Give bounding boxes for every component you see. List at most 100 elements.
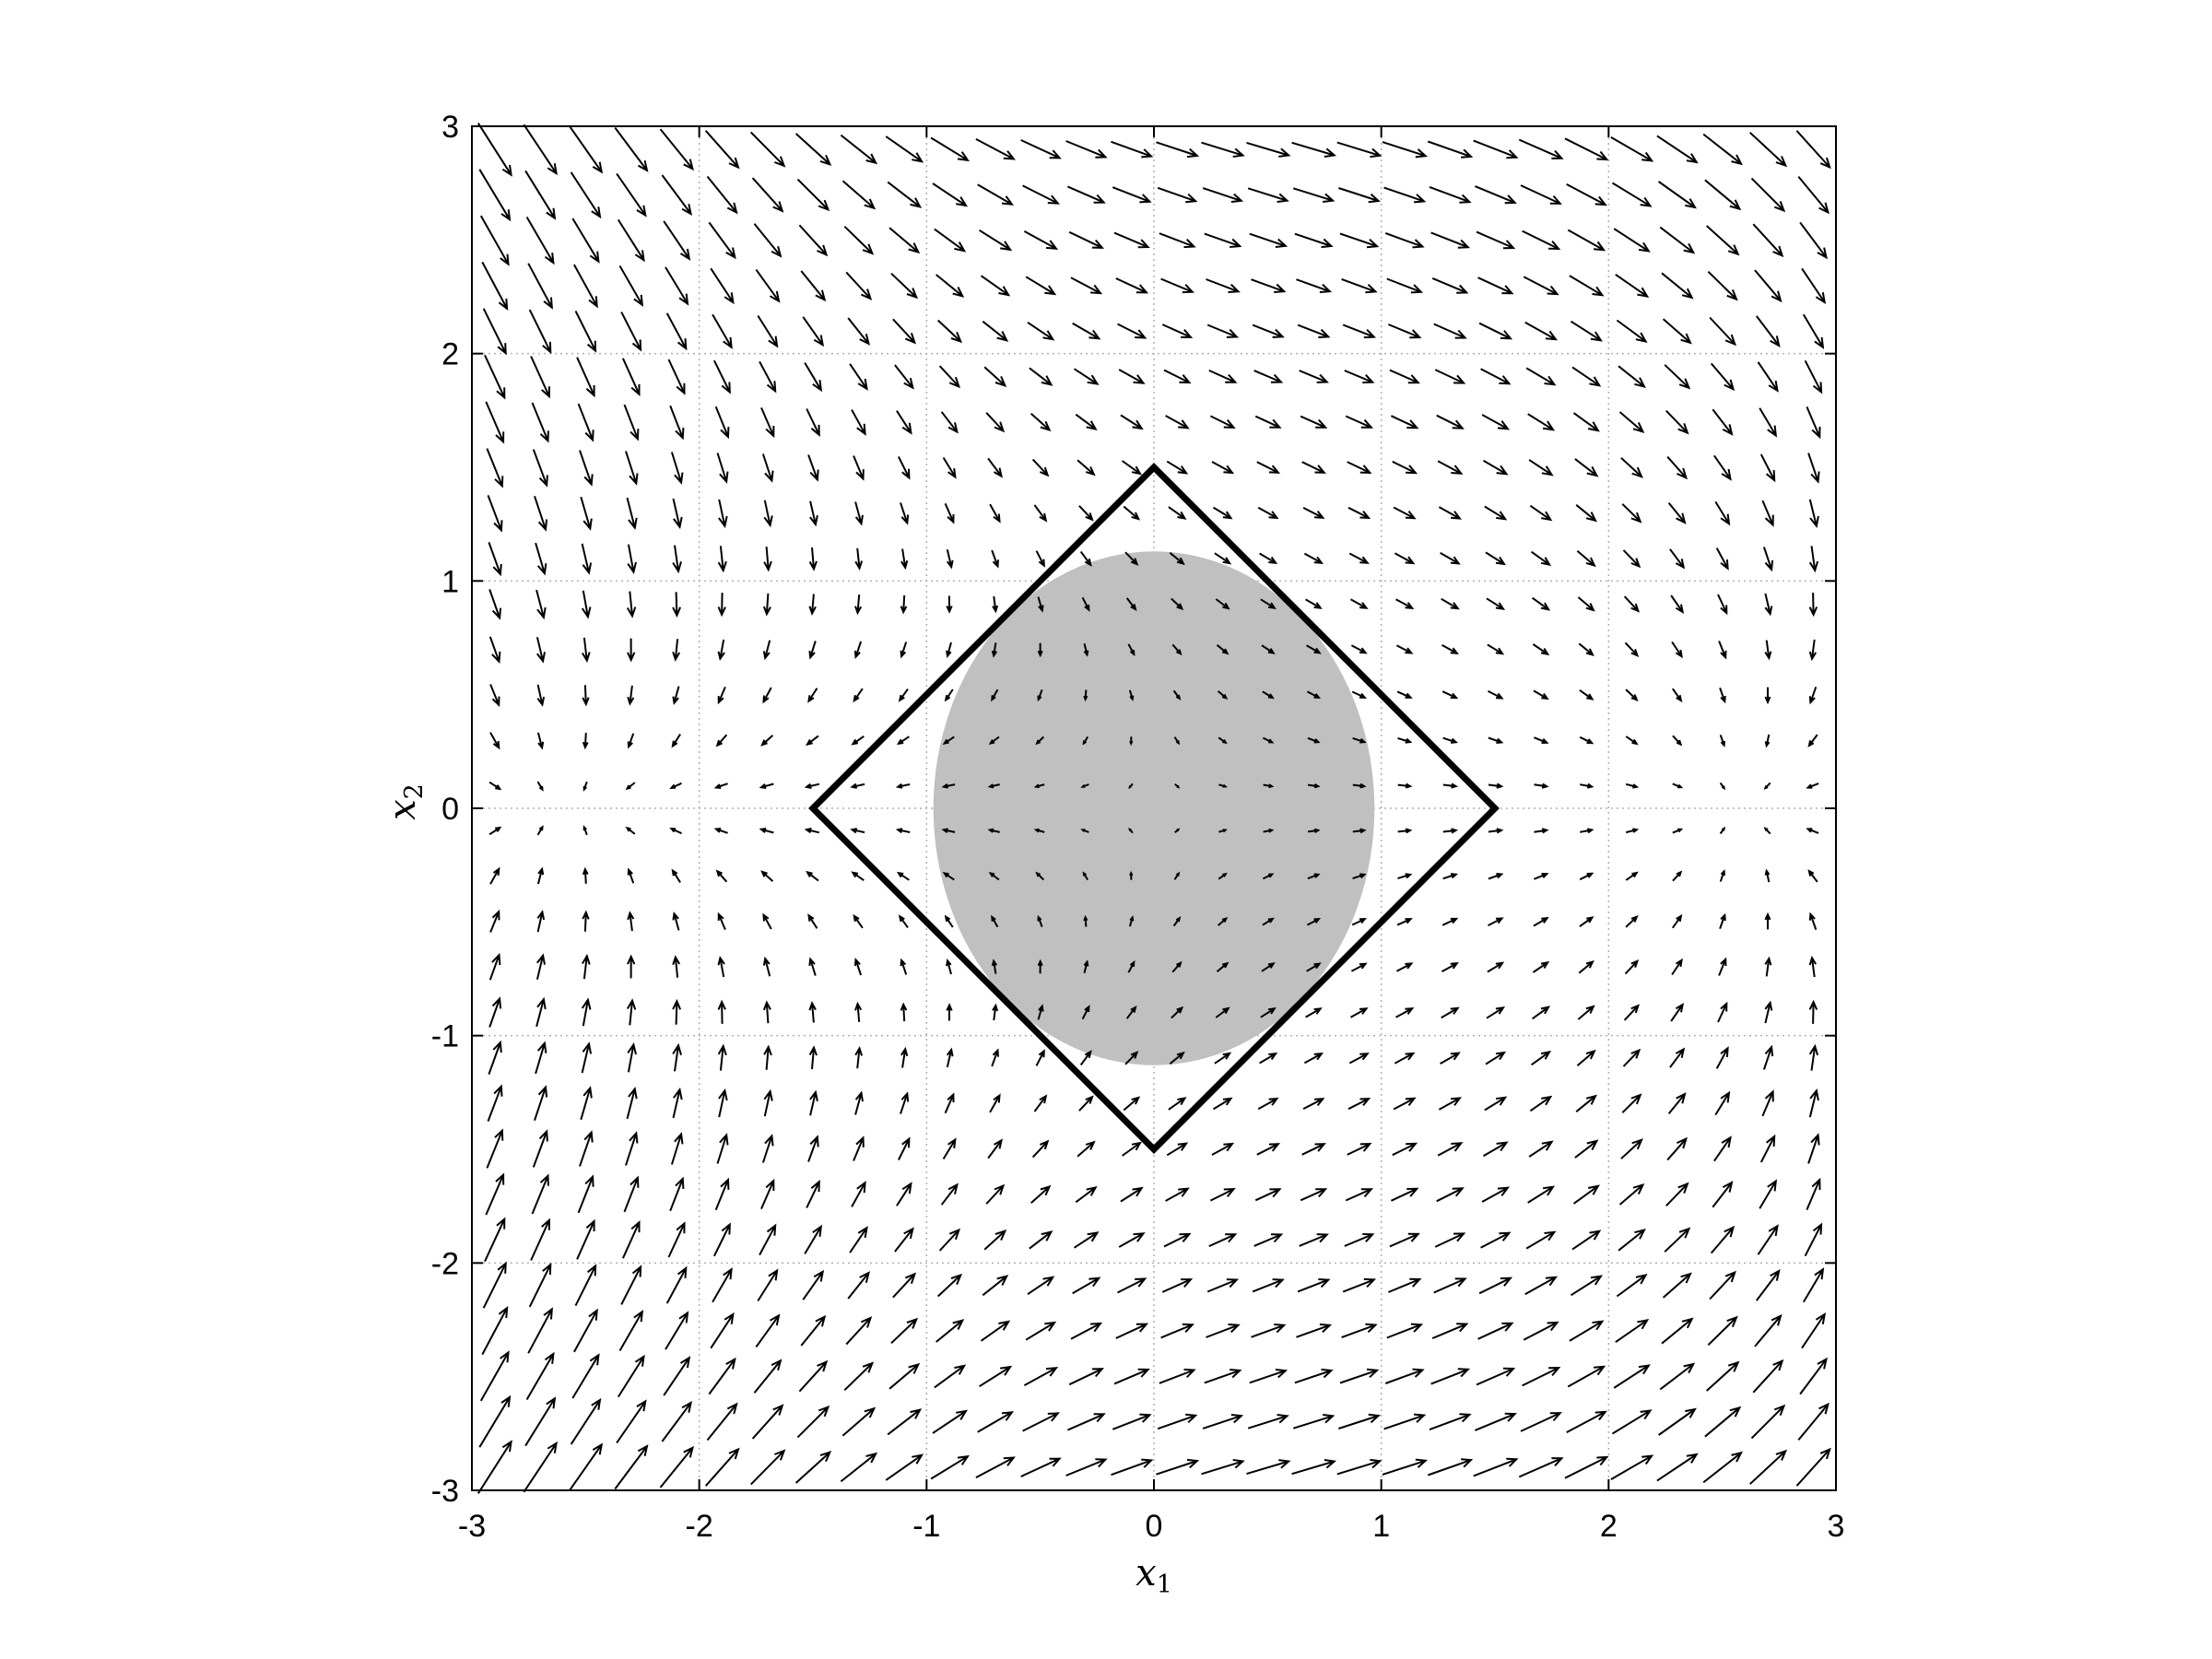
vector-arrow-143 [669,405,685,441]
vector-arrow-832 [1713,454,1732,481]
vector-arrow-384 [1029,367,1053,386]
vector-arrow-591 [1347,506,1371,519]
vector-arrow-603 [1386,1323,1424,1339]
vector-arrow-767 [1625,688,1639,701]
vector-arrow-371 [1037,959,1043,974]
vector-arrow-144 [667,359,686,395]
vector-arrow-265 [847,317,871,346]
vector-arrow-217 [807,1135,819,1162]
vector-arrow-778 [1611,182,1653,207]
vector-arrow-19 [488,589,502,620]
vector-arrow-757 [1620,1138,1643,1159]
vector-arrow-314 [941,828,956,834]
vector-arrow-4 [482,1261,507,1309]
axis-ticks: -3 -2 -1 0 1 2 3 -3 -2 -1 0 1 2 3 [431,110,1845,1544]
vector-arrow-496 [1218,736,1228,745]
vector-arrow-369 [1035,1049,1045,1066]
vector-arrow-840 [1749,1449,1788,1485]
vector-arrow-352 [987,457,1003,478]
vector-arrow-43 [536,866,545,885]
vector-arrow-628 [1383,186,1427,204]
vector-arrow-805 [1662,318,1692,345]
vector-arrow-136 [671,734,681,748]
vector-arrow-634 [1433,1277,1467,1294]
vector-arrow-565 [1297,324,1331,338]
vector-arrow-581 [1350,962,1368,972]
vector-arrow-444 [1118,369,1146,384]
vector-arrow-569 [1291,141,1337,158]
vector-arrow-397 [1077,1140,1096,1158]
vector-arrow-367 [1031,1139,1050,1159]
vector-arrow-872 [1799,1357,1828,1395]
x-axis-label: x1 [1135,1552,1172,1599]
vector-arrow-532 [1256,461,1281,474]
vector-arrow-32 [525,1351,555,1401]
vector-arrow-47 [536,684,546,707]
vector-arrow-123 [665,1311,689,1350]
vector-arrow-737 [1579,688,1594,700]
vector-arrow-228 [808,641,817,660]
vector-arrow-893 [1806,406,1821,440]
vector-arrow-474 [1163,369,1192,384]
vector-arrow-786 [1665,1182,1689,1206]
vector-arrow-151 [706,1402,738,1441]
vector-arrow-402 [1083,914,1088,927]
vector-arrow-273 [890,1317,919,1345]
vector-arrow-473 [1165,415,1190,429]
vector-arrow-338 [989,1093,1001,1113]
vector-arrow-500 [1214,552,1232,565]
vector-arrow-506 [1206,278,1241,293]
vector-arrow-449 [1111,140,1154,159]
vector-arrow-280 [900,1002,908,1022]
vector-arrow-269 [840,134,878,165]
vector-arrow-855 [1763,782,1771,790]
vector-arrow-655 [1433,323,1467,339]
vector-arrow-423 [1115,1323,1149,1339]
vector-arrow-830 [1715,547,1729,571]
vector-arrow-641 [1441,962,1459,972]
vector-arrow-42 [536,910,546,933]
vector-arrow-139 [672,592,682,618]
vector-arrow-657 [1430,231,1471,249]
vector-arrow-708 [1532,643,1550,656]
vector-arrow-881 [1808,955,1818,978]
vector-arrow-319 [946,595,953,614]
vector-arrow-675 [1488,782,1504,789]
vector-arrow-343 [988,872,1000,881]
vector-arrow-128 [672,1087,683,1119]
vector-arrow-504 [1208,369,1238,383]
vector-arrow-122 [663,1356,691,1396]
vector-arrow-373 [1035,871,1044,881]
vector-arrow-25 [482,308,507,356]
vector-arrow-859 [1764,593,1773,617]
vector-arrow-846 [1759,1179,1778,1209]
vector-arrow-841 [1750,1404,1786,1440]
vector-arrow-400 [1081,1005,1090,1020]
vector-arrow-498 [1216,644,1230,655]
vector-arrow-724 [1570,1275,1603,1297]
vector-arrow-878 [1808,1088,1819,1118]
vector-arrow-227 [807,688,818,703]
vector-arrow-192 [762,912,772,930]
vector-arrow-26 [481,261,509,312]
vector-arrow-413 [1075,413,1098,431]
vector-arrow-247 [853,1135,865,1161]
vector-arrow-771 [1621,503,1642,524]
vector-arrow-178 [706,175,738,215]
vector-arrow-131 [672,955,681,978]
vector-arrow-776 [1615,273,1650,298]
vector-arrow-234 [804,362,823,393]
vector-arrow-83 [577,403,594,442]
vector-arrow-91 [616,1399,647,1444]
vector-arrow-829 [1717,594,1728,616]
vector-arrow-755 [1618,1228,1646,1252]
vector-arrow-285 [895,782,911,789]
vector-arrow-613 [1397,873,1413,880]
vector-arrow-585 [1352,782,1367,789]
vector-arrow-242 [843,1361,875,1392]
y-tick-label-4: 1 [441,564,459,599]
vector-arrow-298 [887,181,923,208]
vector-arrow-875 [1804,1222,1823,1257]
vector-arrow-72 [582,910,590,932]
vector-arrow-130 [672,998,682,1025]
